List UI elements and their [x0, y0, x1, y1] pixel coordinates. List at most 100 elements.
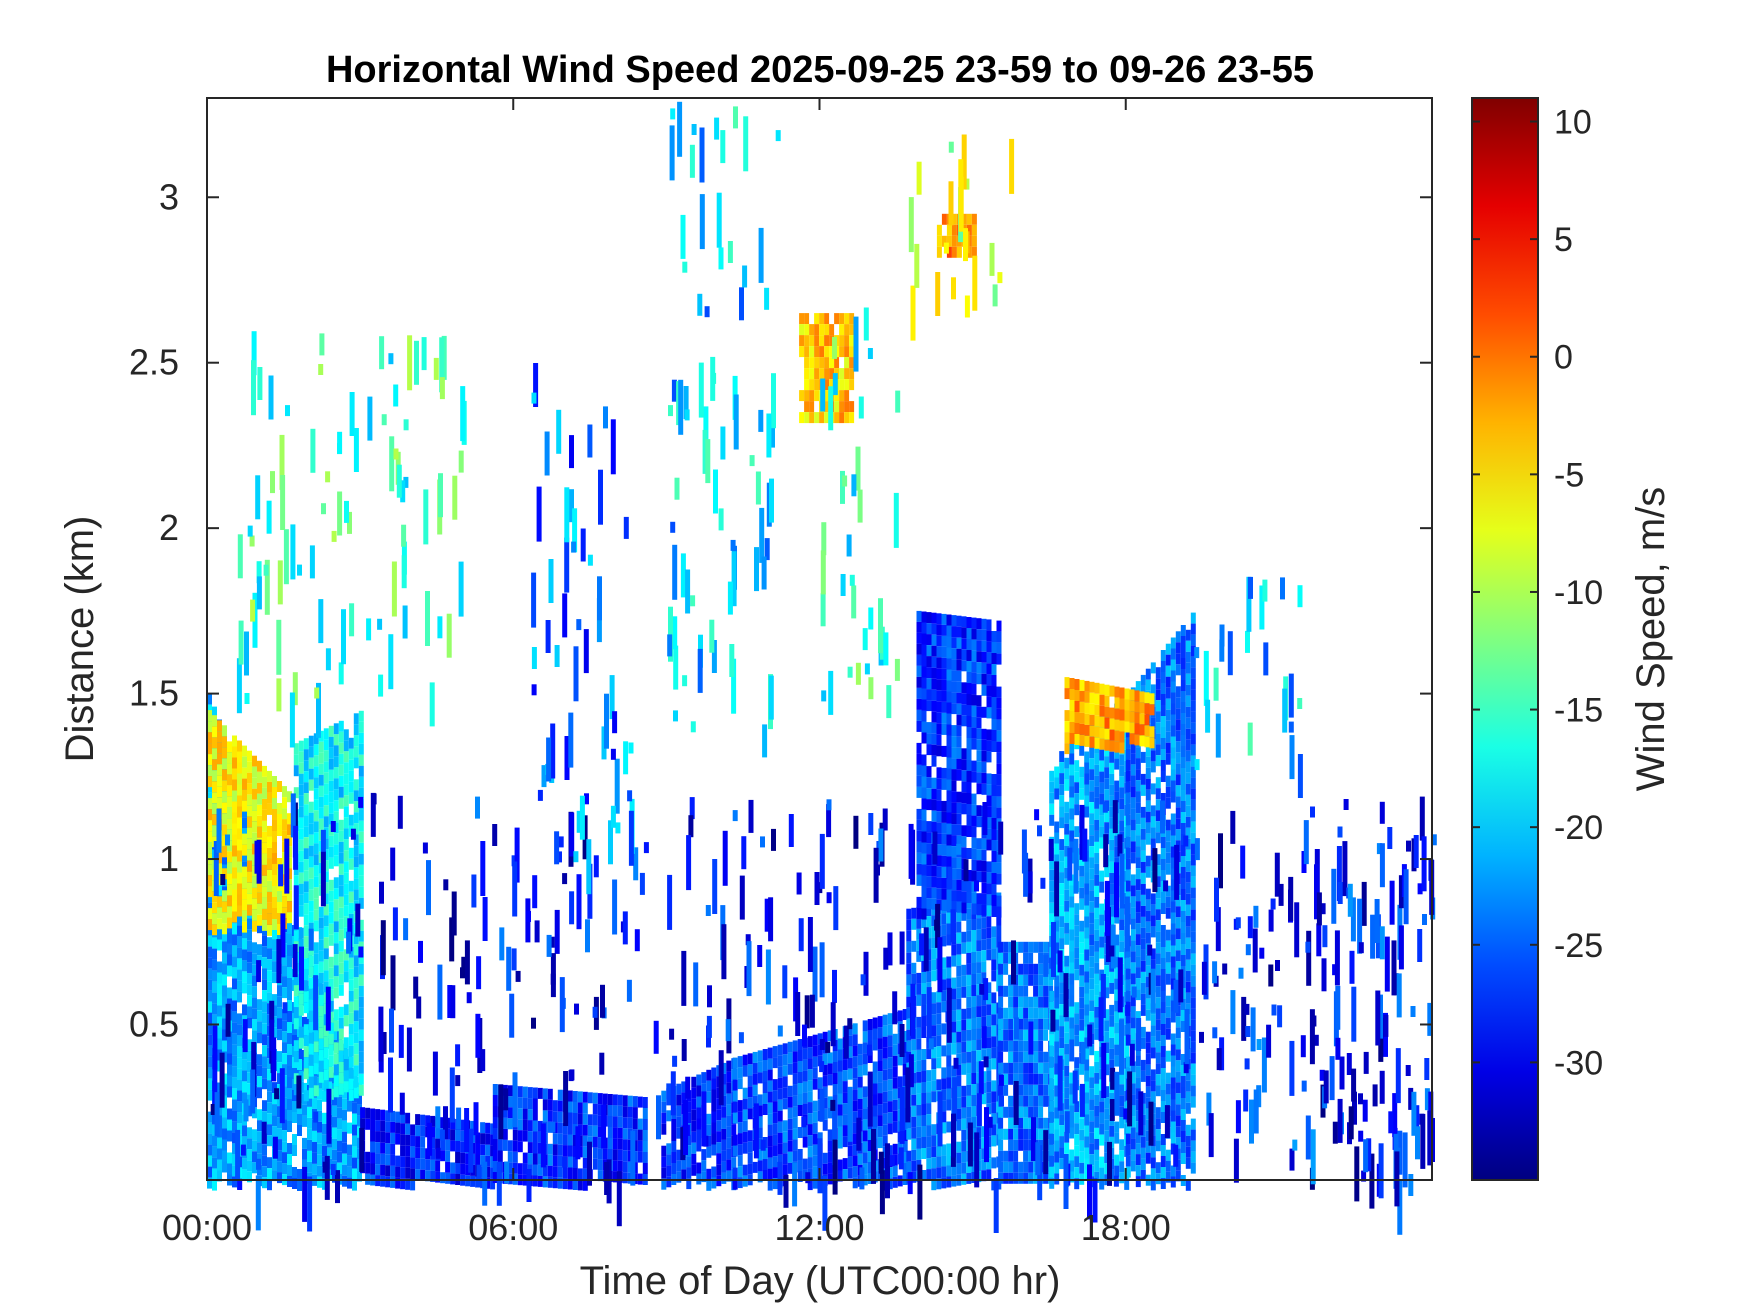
heat-cell: [701, 1072, 707, 1084]
heat-cell: [1135, 1165, 1141, 1177]
heat-cell: [1185, 1124, 1191, 1136]
heat-cell: [887, 1101, 893, 1113]
heat-cell: [537, 1131, 543, 1143]
heat-cell: [1028, 1150, 1034, 1162]
heat-cell: [1145, 888, 1151, 900]
heat-cell: [804, 390, 810, 402]
heat-cell: [1180, 724, 1186, 735]
heat-cell: [1175, 708, 1181, 720]
heat-cell: [207, 1177, 212, 1189]
heat-cell: [849, 313, 855, 325]
heat-cell: [247, 1017, 252, 1029]
heat-cell: [996, 774, 1002, 786]
heat-cell: [287, 956, 292, 967]
heat-cell: [212, 814, 217, 826]
heat-cell: [1155, 1008, 1161, 1020]
heat-cell: [212, 715, 217, 727]
heat-cell: [936, 767, 942, 779]
heat-cell: [996, 642, 1002, 654]
heat-cell: [931, 810, 937, 822]
heat-cell: [966, 760, 972, 771]
heat-cell: [507, 1085, 513, 1097]
heat-cell: [1054, 1151, 1060, 1163]
heat-cell: [1114, 741, 1120, 753]
heat-cell: [991, 1124, 997, 1136]
heat-cell: [1165, 698, 1171, 710]
heat-cell: [1028, 1051, 1034, 1063]
heat-cell: [1079, 1140, 1085, 1152]
heat-cell: [1008, 952, 1014, 964]
heat-cell: [352, 1157, 357, 1169]
heat-cell: [232, 1099, 237, 1111]
heat-cell: [857, 1153, 863, 1165]
heat-cell: [804, 313, 810, 325]
heat-cell: [332, 1138, 337, 1150]
heat-cell: [572, 1091, 578, 1102]
heat-cell: [991, 1003, 997, 1015]
heat-cell: [809, 335, 815, 347]
heat-cell: [772, 1079, 778, 1091]
heat-cell: [455, 1163, 461, 1174]
heat-cell: [242, 1059, 247, 1071]
heat-cell: [307, 1161, 312, 1173]
heat-cell: [1125, 803, 1131, 815]
heat-cell: [926, 916, 932, 928]
heat-cell: [817, 1033, 823, 1045]
heat-cell: [207, 710, 212, 722]
heat-cell: [1140, 927, 1146, 939]
heat-cell: [1149, 693, 1155, 705]
heat-cell: [1165, 731, 1171, 743]
heat-cell: [991, 970, 997, 982]
heat-cell: [282, 1053, 287, 1065]
heat-cell: [242, 756, 247, 768]
heat-cell: [1094, 693, 1100, 705]
heat-cell: [272, 820, 277, 831]
heat-cell: [562, 1145, 568, 1157]
heat-cell: [212, 1135, 217, 1147]
heat-cell: [747, 1130, 753, 1142]
heat-cell: [247, 827, 252, 839]
heat-cell: [916, 874, 922, 886]
heat-cell: [507, 1107, 513, 1119]
heat-cell: [1059, 938, 1065, 950]
heat-cell: [1023, 974, 1029, 986]
heat-cell: [333, 734, 339, 746]
heat-cell: [1084, 795, 1090, 807]
heat-cell: [1084, 927, 1090, 939]
heat-cell: [931, 937, 937, 949]
heat-cell: [582, 1124, 588, 1136]
heat-cell: [772, 1046, 778, 1058]
heat-cell: [298, 828, 304, 840]
heat-cell: [490, 1167, 496, 1179]
heat-cell: [257, 1153, 262, 1165]
heat-cell: [347, 1100, 352, 1112]
heat-cell: [277, 1062, 282, 1074]
heat-cell: [951, 802, 957, 814]
heat-cell: [272, 787, 277, 798]
heat-cell: [1155, 1162, 1161, 1174]
heat-cell: [343, 883, 349, 895]
heat-cell: [1190, 810, 1196, 822]
heat-cell: [926, 733, 932, 745]
heat-cell: [338, 797, 344, 809]
heat-cell: [1149, 737, 1155, 749]
heat-cell: [981, 1093, 987, 1105]
heat-cell: [1084, 1125, 1090, 1137]
heat-cell: [862, 1163, 868, 1175]
heat-cell: [916, 1148, 922, 1160]
heat-cell: [343, 960, 349, 972]
heat-cell: [307, 1150, 312, 1162]
heat-cell: [262, 1144, 267, 1156]
heat-cell: [946, 702, 952, 714]
heat-cell: [911, 1083, 917, 1095]
heat-cell: [1165, 863, 1171, 875]
heat-cell: [1003, 952, 1009, 964]
heat-cell: [1160, 1024, 1166, 1035]
heat-cell: [971, 952, 977, 963]
heat-cell: [742, 1142, 748, 1154]
heat-cell: [1109, 828, 1115, 840]
heat-cell: [1160, 1090, 1166, 1101]
heat-cell: [1144, 725, 1150, 737]
heat-cell: [338, 951, 344, 963]
heat-cell: [1135, 813, 1141, 825]
